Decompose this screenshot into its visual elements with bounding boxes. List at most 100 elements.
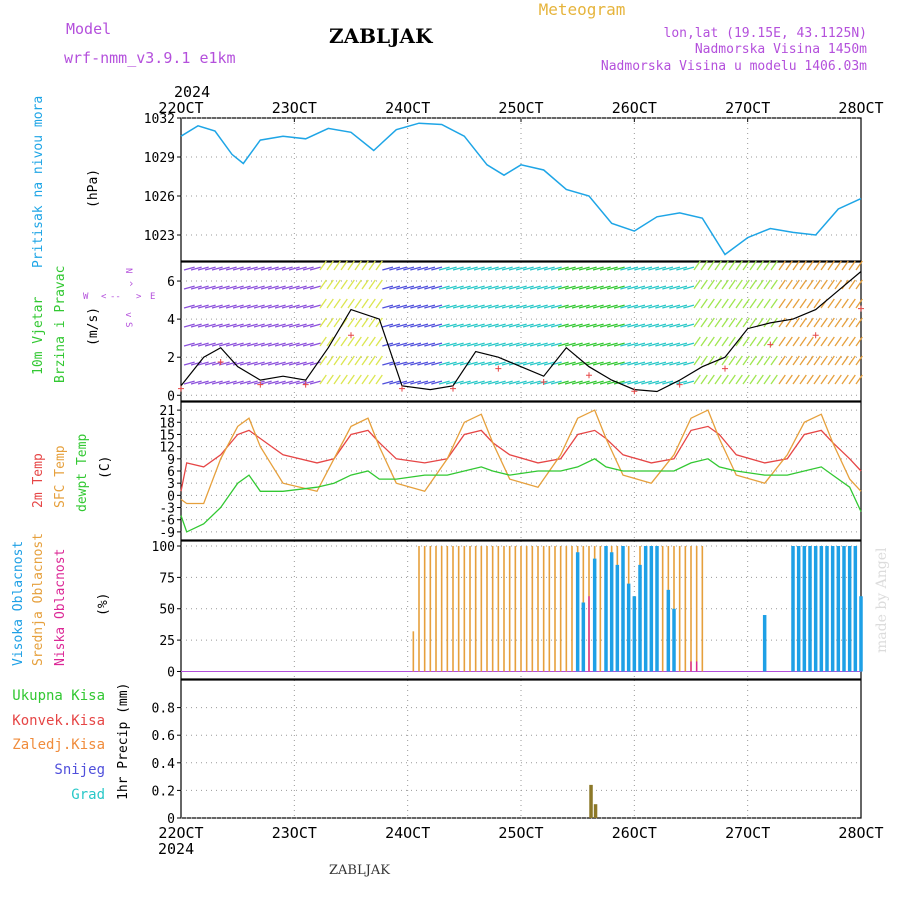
wind-barb: [197, 285, 209, 290]
wind-barb: [239, 380, 251, 385]
wind-barb: [501, 342, 513, 347]
wind-barb: [232, 380, 244, 385]
wind-barb: [197, 342, 209, 347]
wind-barb: [735, 355, 743, 366]
precip-legend-2: Konvek.Kisa: [12, 713, 105, 729]
wind-barb: [515, 342, 527, 347]
wind-barb: [855, 374, 863, 385]
wind-barb: [410, 361, 422, 366]
wind-barb: [557, 304, 569, 309]
wind-barb: [841, 298, 849, 309]
panel-frames: [180, 117, 862, 819]
wind-barb: [438, 285, 450, 290]
wind-barb: [669, 342, 681, 347]
wind-barb: [700, 336, 708, 347]
wind-barb: [683, 323, 695, 328]
wind-barb: [855, 279, 863, 290]
y-tick-label: 75: [159, 571, 175, 586]
wind-barb: [375, 279, 383, 290]
wind-barb: [676, 285, 688, 290]
temp-side-label-1: 2m Temp: [31, 453, 46, 508]
wind-barb: [536, 304, 548, 309]
wind-barb: [627, 361, 639, 366]
wind-barb: [799, 260, 807, 271]
wind-barb: [232, 342, 244, 347]
wind-barb: [855, 317, 863, 328]
wind-barb: [578, 323, 590, 328]
wind-barb: [707, 374, 715, 385]
wind-barb: [225, 380, 237, 385]
wind-barb: [382, 361, 394, 366]
compass-s: S: [123, 322, 133, 327]
wind-barb: [347, 317, 355, 328]
wind-barb: [721, 355, 729, 366]
wind-barb: [508, 285, 520, 290]
wind-barb: [770, 279, 778, 290]
wind-barb: [707, 260, 715, 271]
wind-barb: [749, 336, 757, 347]
wind-barb: [655, 380, 667, 385]
wind-barb: [543, 380, 555, 385]
wind-barb: [274, 342, 286, 347]
wind-barb: [326, 260, 334, 271]
wind-barb: [480, 361, 492, 366]
wind-barb: [183, 342, 195, 347]
wind-barb: [756, 260, 764, 271]
precip-legend-1: Ukupna Kisa: [12, 688, 105, 704]
wind-barb: [452, 323, 464, 328]
wind-barb: [431, 342, 443, 347]
wind-barb: [424, 285, 436, 290]
year-label-top: 2024: [174, 83, 210, 101]
wind-barb: [820, 374, 828, 385]
y-tick-label: -6: [159, 514, 175, 529]
wind-barb: [487, 361, 499, 366]
wind-barb: [683, 304, 695, 309]
wind-barb: [267, 361, 279, 366]
wind-barb: [309, 323, 321, 328]
wind-barb: [820, 336, 828, 347]
top-tick-label: 22OCT: [158, 99, 203, 117]
wind-barb: [459, 380, 471, 385]
wind-barb: [260, 380, 272, 385]
wind-barb: [309, 266, 321, 271]
wind-barb: [204, 304, 216, 309]
wind-barb: [749, 279, 757, 290]
wind-barb: [634, 323, 646, 328]
y-tick-label: -3: [159, 502, 175, 517]
wind-barb: [368, 298, 376, 309]
wind-barb: [620, 323, 632, 328]
wind-barb: [368, 336, 376, 347]
wind-barb: [494, 304, 506, 309]
wind-barb: [620, 361, 632, 366]
wind-barb: [466, 285, 478, 290]
wind-barb: [606, 266, 618, 271]
bottom-tick-label: 27OCT: [725, 824, 770, 842]
wind-barb: [813, 260, 821, 271]
precip-legend-4: Snijeg: [54, 762, 105, 778]
wind-barb: [585, 342, 597, 347]
wind-barb: [508, 266, 520, 271]
wind-barb: [288, 323, 300, 328]
wind-barb: [354, 374, 362, 385]
wind-barb: [841, 355, 849, 366]
top-tick-label: 25OCT: [498, 99, 543, 117]
wind-barb: [564, 361, 576, 366]
wind-barb: [340, 279, 348, 290]
wind-barb: [655, 304, 667, 309]
wind-barb: [211, 266, 223, 271]
wind-barb: [246, 285, 258, 290]
wind-barb: [232, 361, 244, 366]
y-tick-label: 50: [159, 603, 175, 618]
wind-barb: [459, 342, 471, 347]
wind-barb: [347, 336, 355, 347]
wind-barb: [452, 342, 464, 347]
wind-barb: [728, 336, 736, 347]
wind-side-label-1: 10m Vjetar: [31, 297, 46, 375]
wind-barb: [585, 323, 597, 328]
y-tick-label: 1023: [144, 229, 175, 244]
wind-barb: [361, 317, 369, 328]
gust-marker: [302, 381, 309, 388]
wind-barb: [253, 304, 265, 309]
compass-dash: --: [110, 292, 121, 302]
wind-barb: [239, 361, 251, 366]
